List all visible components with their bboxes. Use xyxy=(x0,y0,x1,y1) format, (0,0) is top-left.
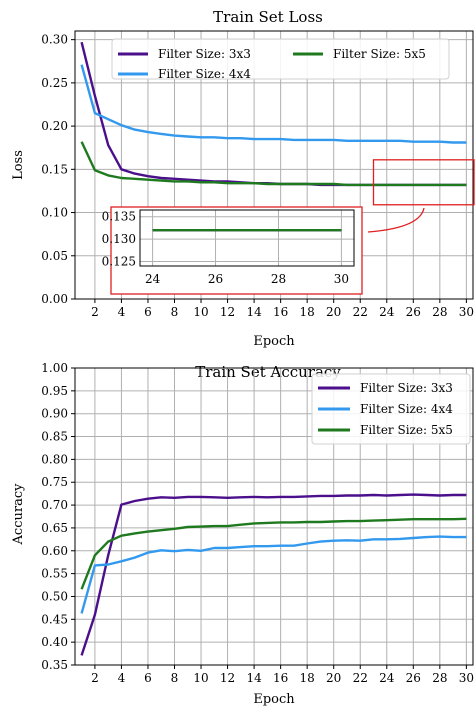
legend-label-filter-size-4x4: Filter Size: 4x4 xyxy=(158,67,251,81)
loss-ytick-label: 0.30 xyxy=(41,33,68,47)
accuracy-ytick-label: 0.70 xyxy=(41,498,68,512)
loss-xtick-label: 12 xyxy=(220,305,235,319)
loss-xtick-label: 8 xyxy=(171,305,179,319)
loss-plot-frame xyxy=(74,30,474,300)
accuracy-series-filter-size-3x3 xyxy=(80,493,467,656)
accuracy-ytick-label: 0.75 xyxy=(41,475,68,489)
inset-xtick-label: 26 xyxy=(208,272,223,286)
accuracy-xtick-label: 6 xyxy=(144,671,152,685)
accuracy-ytick-label: 0.85 xyxy=(41,430,68,444)
loss-xtick-label: 30 xyxy=(459,305,474,319)
accuracy-ytick-label: 0.95 xyxy=(41,384,68,398)
legend-label-filter-size-3x3: Filter Size: 3x3 xyxy=(158,47,251,61)
loss-xtick-label: 26 xyxy=(406,305,421,319)
loss-xtick-label: 2 xyxy=(91,305,99,319)
accuracy-ytick-label: 1.00 xyxy=(41,361,68,375)
accuracy-series-lines xyxy=(80,493,467,656)
accuracy-y-ticks: 0.35 0.40 0.45 0.50 0.55 0.60 0.65 0.70 0.75 0.80… xyxy=(41,361,75,672)
loss-xtick-label: 16 xyxy=(273,305,288,319)
loss-legend-box xyxy=(111,38,450,80)
loss-chart: Train Set Loss 0.000.050.100.150.200.250… xyxy=(11,8,475,349)
loss-ytick-label: 0.25 xyxy=(41,76,68,90)
accuracy-chart: Train Set Accuracy 0.350.400.450.500.550… xyxy=(11,361,474,707)
loss-series-lines xyxy=(80,41,467,187)
loss-xtick-label: 24 xyxy=(379,305,395,319)
loss-ytick-label: 0.00 xyxy=(41,292,68,306)
loss-ylabel: Loss xyxy=(11,150,26,180)
accuracy-ytick-label: 0.55 xyxy=(41,567,68,581)
loss-ytick-label: 0.05 xyxy=(41,249,68,263)
accuracy-series-filter-size-5x5 xyxy=(80,517,467,590)
inset-xtick-label: 24 xyxy=(145,272,161,286)
accuracy-xtick-label: 14 xyxy=(246,671,262,685)
inset-xtick-label: 28 xyxy=(271,272,286,286)
loss-legend: Filter Size: 3x3 Filter Size: 4x4 Filter S… xyxy=(111,38,450,81)
accuracy-legend: Filter Size: 3x3 Filter Size: 4x4 Filter S… xyxy=(311,373,471,445)
accuracy-ytick-label: 0.90 xyxy=(41,407,68,421)
accuracy-series-filter-size-4x4 xyxy=(80,535,467,614)
loss-ytick-label: 0.10 xyxy=(41,206,68,220)
accuracy-xtick-label: 2 xyxy=(91,671,99,685)
accuracy-ytick-label: 0.35 xyxy=(41,658,68,672)
loss-xtick-label: 22 xyxy=(353,305,368,319)
accuracy-xtick-label: 4 xyxy=(118,671,126,685)
accuracy-xtick-label: 22 xyxy=(353,671,368,685)
accuracy-xtick-label: 28 xyxy=(432,671,447,685)
loss-xtick-label: 4 xyxy=(118,305,126,319)
accuracy-ytick-label: 0.45 xyxy=(41,612,68,626)
accuracy-xtick-label: 18 xyxy=(300,671,315,685)
zoom-connector-curve xyxy=(367,207,425,233)
accuracy-x-ticks: 2 4 6 8 10 12 14 16 18 20 22 24 26 28 30 xyxy=(91,665,474,685)
accuracy-ytick-label: 0.65 xyxy=(41,521,68,535)
inset-ytick-label: 0.130 xyxy=(102,232,136,246)
loss-x-ticks: 2 4 6 8 10 12 14 16 18 20 22 24 26 28 30 xyxy=(91,299,474,319)
accuracy-xtick-label: 30 xyxy=(459,671,474,685)
legend-label-filter-size-3x3: Filter Size: 3x3 xyxy=(360,381,453,395)
accuracy-xtick-label: 12 xyxy=(220,671,235,685)
accuracy-ytick-label: 0.80 xyxy=(41,452,68,466)
loss-zoom-inset: 0.125 0.130 0.135 24 26 28 30 xyxy=(102,159,475,295)
accuracy-xtick-label: 20 xyxy=(326,671,341,685)
accuracy-ylabel: Accuracy xyxy=(11,483,26,546)
loss-xtick-label: 6 xyxy=(144,305,152,319)
inset-xtick-label: 30 xyxy=(334,272,349,286)
accuracy-xtick-label: 8 xyxy=(171,671,179,685)
accuracy-xtick-label: 10 xyxy=(193,671,208,685)
accuracy-plot-frame xyxy=(74,367,474,666)
loss-series-filter-size-4x4 xyxy=(80,64,467,144)
accuracy-legend-box xyxy=(311,373,471,445)
loss-xtick-label: 20 xyxy=(326,305,341,319)
accuracy-ytick-label: 0.60 xyxy=(41,544,68,558)
accuracy-xtick-label: 24 xyxy=(379,671,395,685)
accuracy-ytick-label: 0.50 xyxy=(41,589,68,603)
inset-ytick-label: 0.125 xyxy=(102,255,136,269)
loss-series-filter-size-5x5 xyxy=(80,141,467,187)
inset-ytick-label: 0.135 xyxy=(102,210,136,224)
legend-label-filter-size-5x5: Filter Size: 5x5 xyxy=(333,47,426,61)
loss-xlabel: Epoch xyxy=(253,334,295,349)
accuracy-ytick-label: 0.40 xyxy=(41,635,68,649)
zoom-highlight-box xyxy=(372,159,475,206)
loss-y-ticks: 0.00 0.05 0.10 0.15 0.20 0.25 0.30 xyxy=(41,33,75,306)
loss-xtick-label: 10 xyxy=(193,305,208,319)
loss-xtick-label: 14 xyxy=(246,305,262,319)
accuracy-xtick-label: 26 xyxy=(406,671,421,685)
accuracy-xtick-label: 16 xyxy=(273,671,288,685)
loss-chart-title: Train Set Loss xyxy=(213,8,323,26)
loss-xtick-label: 28 xyxy=(432,305,447,319)
loss-xtick-label: 18 xyxy=(300,305,315,319)
loss-ytick-label: 0.15 xyxy=(41,162,68,176)
loss-ytick-label: 0.20 xyxy=(41,119,68,133)
inset-plot-frame xyxy=(139,209,355,267)
legend-label-filter-size-5x5: Filter Size: 5x5 xyxy=(360,423,453,437)
accuracy-xlabel: Epoch xyxy=(253,692,295,707)
legend-label-filter-size-4x4: Filter Size: 4x4 xyxy=(360,402,453,416)
